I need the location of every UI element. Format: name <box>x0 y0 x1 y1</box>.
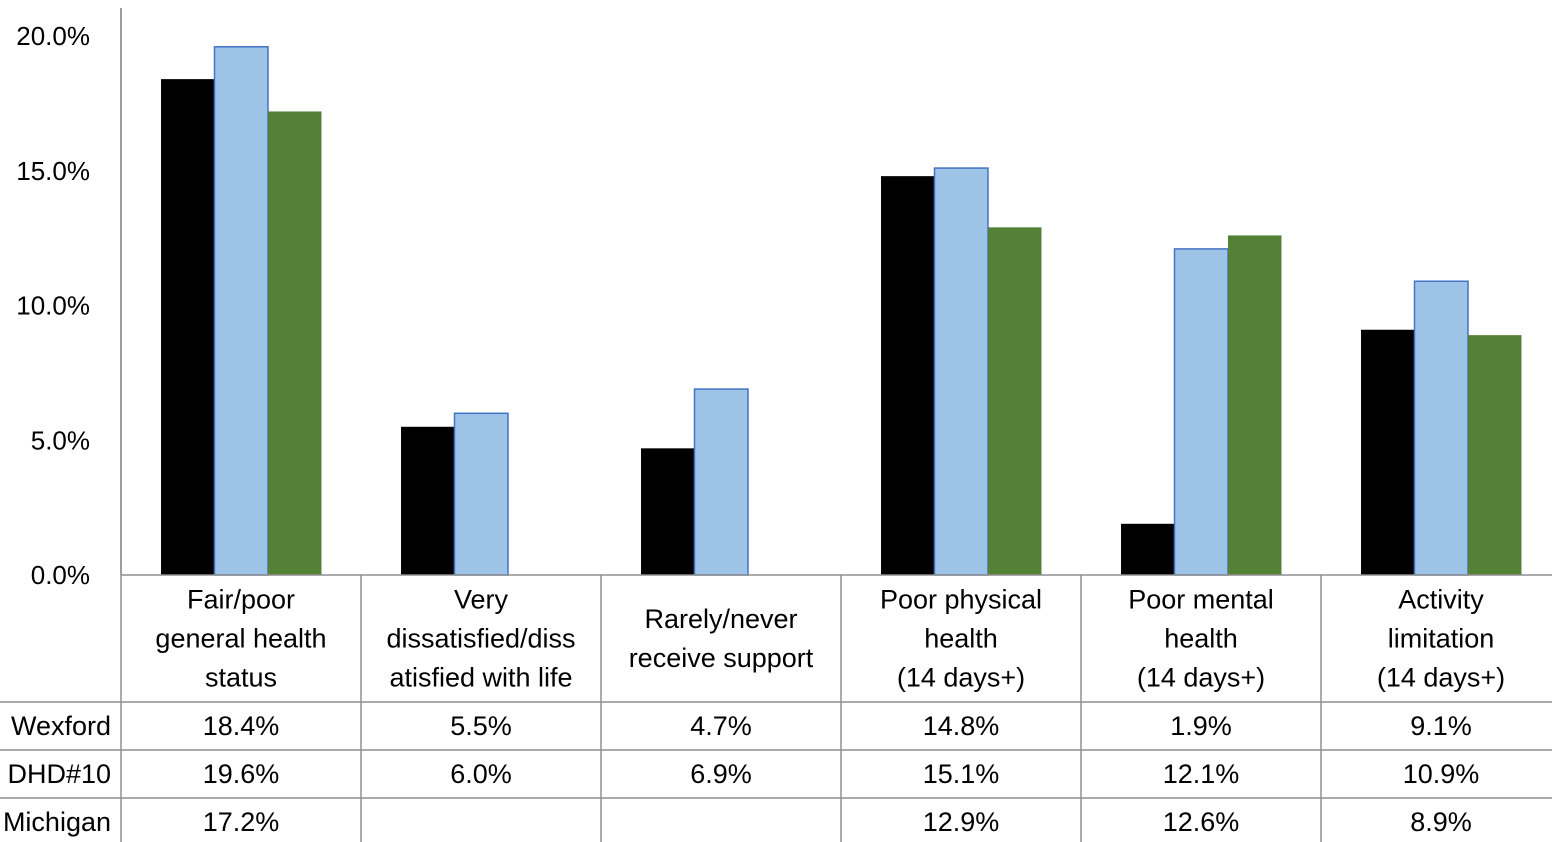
y-tick-label: 5.0% <box>31 425 90 455</box>
table-cell-value: 4.7% <box>690 711 752 741</box>
category-label: Very dissatisfied/diss atisfied with life <box>386 585 575 693</box>
table-cell-value: 9.1% <box>1410 711 1472 741</box>
category-label: Rarely/never receive support <box>629 604 814 673</box>
table-cell-value: 15.1% <box>923 759 1000 789</box>
bar-michigan <box>268 111 322 576</box>
table-cell-value: 12.9% <box>923 807 1000 837</box>
table-cell-value: 12.1% <box>1163 759 1240 789</box>
y-tick-label: 15.0% <box>16 156 90 186</box>
bar-dhd-10 <box>213 46 269 576</box>
bar-wexford <box>1121 523 1175 575</box>
bar-wexford <box>401 426 455 575</box>
table-cell-value: 8.9% <box>1410 807 1472 837</box>
table-cell-value: 10.9% <box>1403 759 1480 789</box>
series-label: Michigan <box>3 807 111 837</box>
category-label: Activity limitation (14 days+) <box>1377 585 1505 693</box>
y-tick-label: 0.0% <box>31 560 90 590</box>
bar-wexford <box>641 448 695 575</box>
bar-michigan <box>988 227 1042 575</box>
series-label: Wexford <box>11 711 111 741</box>
bar-dhd-10 <box>933 167 989 576</box>
y-tick-label: 10.0% <box>16 291 90 321</box>
bar-wexford <box>1361 329 1415 575</box>
table-cell-value: 6.9% <box>690 759 752 789</box>
table-cell-value: 12.6% <box>1163 807 1240 837</box>
bars <box>161 46 1522 576</box>
bar-dhd-10 <box>693 388 749 576</box>
bar-wexford <box>881 176 935 575</box>
bar-dhd-10 <box>1413 280 1469 576</box>
table-cell-value: 19.6% <box>203 759 280 789</box>
table-cell-value: 18.4% <box>203 711 280 741</box>
bar-michigan <box>1228 235 1282 575</box>
table-cell-value: 5.5% <box>450 711 512 741</box>
bar-michigan <box>1468 335 1522 575</box>
data-table: Fair/poor general health status Very dissati… <box>0 574 1552 842</box>
y-tick-label: 20.0% <box>16 21 90 51</box>
table-cell-value: 6.0% <box>450 759 512 789</box>
table-cell-value: 17.2% <box>203 807 280 837</box>
category-label: Fair/poor general health status <box>155 585 326 693</box>
series-label: DHD#10 <box>7 759 111 789</box>
y-axis: 0.0% 5.0% 10.0% 15.0% 20.0% <box>16 8 122 590</box>
category-label: Poor physical health (14 days+) <box>880 585 1042 693</box>
category-label: Poor mental health (14 days+) <box>1128 585 1274 693</box>
table-cell-value: 14.8% <box>923 711 1000 741</box>
bar-dhd-10 <box>1173 248 1229 576</box>
bar-dhd-10 <box>453 412 509 576</box>
table-cell-value: 1.9% <box>1170 711 1232 741</box>
bar-wexford <box>161 79 215 576</box>
